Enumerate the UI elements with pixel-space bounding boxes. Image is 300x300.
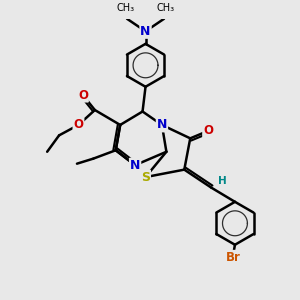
- Text: N: N: [130, 159, 140, 172]
- Text: CH₃: CH₃: [156, 3, 175, 14]
- Text: N: N: [157, 118, 167, 131]
- Text: Br: Br: [226, 251, 241, 264]
- Text: N: N: [140, 25, 151, 38]
- Text: O: O: [78, 88, 88, 102]
- Text: O: O: [74, 118, 83, 131]
- Text: O: O: [203, 124, 213, 137]
- Text: S: S: [141, 171, 150, 184]
- Text: CH₃: CH₃: [116, 3, 135, 14]
- Text: H: H: [218, 176, 227, 186]
